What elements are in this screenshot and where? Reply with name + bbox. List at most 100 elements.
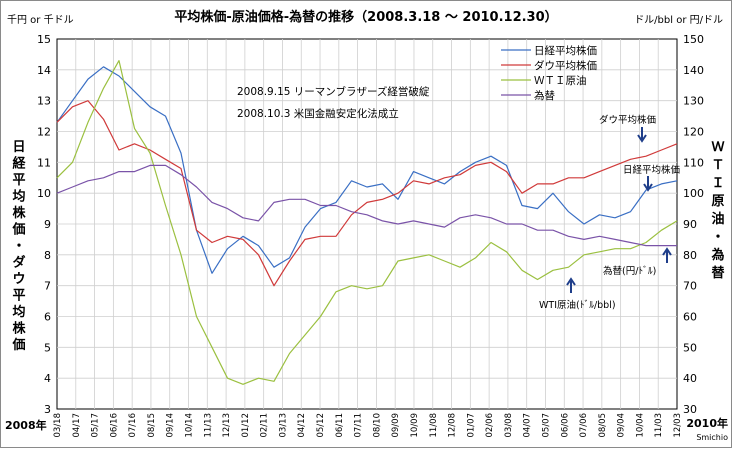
- axis-label-char: 替: [711, 265, 725, 281]
- x-tick-label: 05/07: [541, 413, 551, 438]
- x-tick-label: 06/16: [109, 413, 119, 438]
- x-tick-label: 08/15: [147, 413, 157, 438]
- right-tick-label: 50: [683, 341, 697, 354]
- x-tick-label: 10/14: [185, 413, 195, 438]
- axis-label-char: Ｉ: [711, 176, 724, 191]
- right-tick-label: 100: [683, 187, 704, 200]
- left-tick-label: 9: [44, 218, 51, 231]
- x-tick-label: 03/08: [504, 413, 514, 438]
- left-tick-label: 10: [37, 187, 51, 200]
- x-tick-label: 04/12: [297, 413, 307, 438]
- left-tick-label: 6: [44, 311, 51, 324]
- left-tick-label: 15: [37, 33, 51, 46]
- x-tick-label: 04/07: [523, 413, 533, 438]
- x-tick-label: 07/11: [354, 413, 364, 438]
- annotation-fx: 為替(円/ﾄﾞﾙ): [603, 265, 656, 277]
- x-tick-label: 02/11: [260, 413, 270, 438]
- note-lehman: 2008.9.15 リーマンブラザーズ経営破綻: [237, 85, 430, 98]
- axis-label-char: 原: [711, 194, 724, 209]
- right-tick-label: 150: [683, 33, 704, 46]
- legend-label-nikkei: 日経平均株価: [534, 44, 597, 57]
- axis-label-char: 油: [711, 211, 724, 227]
- x-tick-label: 03/18: [53, 413, 63, 438]
- left-tick-label: 4: [44, 372, 51, 385]
- right-tick-label: 40: [683, 372, 697, 385]
- axis-label-char: 株: [12, 205, 26, 221]
- right-tick-label: 130: [683, 95, 704, 108]
- x-tick-label: 07/16: [128, 413, 138, 438]
- axis-label-char: 経: [12, 156, 26, 172]
- x-tick-label: 08/05: [598, 413, 608, 438]
- x-tick-label: 11/03: [654, 413, 664, 438]
- x-tick-label: 05/12: [316, 413, 326, 438]
- axis-label-char: ・: [12, 239, 25, 254]
- left-tick-label: 7: [44, 280, 51, 293]
- left-tick-label: 13: [37, 95, 51, 108]
- x-axis-ticks: 03/18 04/17 05/17 06/16 07/16 08/15 09/14 10/14…: [53, 413, 683, 438]
- x-end-year: 2010年: [686, 416, 728, 430]
- x-tick-label: 09/09: [391, 413, 401, 438]
- x-tick-label: 03/13: [278, 413, 288, 438]
- axis-label-char: 価: [11, 222, 25, 238]
- x-tick-label: 01/07: [466, 413, 476, 438]
- series-line-0: [56, 66, 678, 274]
- series-line-3: [56, 164, 677, 247]
- left-tick-label: 5: [44, 341, 51, 354]
- x-tick-label: 10/04: [635, 413, 645, 438]
- right-axis-ticks: 30 40 50 60 70 80 90 100 110 120 130 140 150: [683, 33, 704, 416]
- axis-label-char: 日: [12, 140, 25, 155]
- left-axis-label: 日経平均株価・ダウ平均株価: [11, 140, 26, 353]
- legend-label-fx: 為替: [534, 89, 555, 102]
- left-tick-label: 11: [37, 156, 51, 169]
- x-tick-label: 06/11: [335, 413, 345, 438]
- x-tick-label: 12/08: [448, 413, 458, 438]
- series-lines: [56, 59, 678, 385]
- right-tick-label: 70: [683, 280, 697, 293]
- x-tick-label: 02/06: [485, 413, 495, 438]
- right-tick-label: 80: [683, 249, 697, 262]
- arrow-nikkei-icon: [643, 176, 653, 192]
- axis-label-char: 価: [11, 337, 25, 353]
- left-tick-label: 8: [44, 249, 51, 262]
- right-axis-label: ＷＴＩ原油・為替: [711, 140, 725, 281]
- x-tick-label: 07/06: [579, 413, 589, 438]
- axis-label-char: 均: [12, 304, 25, 320]
- left-axis-unit: 千円 or 千ドル: [7, 14, 74, 26]
- right-tick-label: 110: [683, 156, 704, 169]
- axis-label-char: 為: [711, 247, 724, 263]
- left-tick-label: 3: [44, 403, 51, 416]
- annotation-dow: ダウ平均株価: [599, 114, 657, 126]
- annotation-nikkei: 日経平均株価: [623, 164, 681, 176]
- legend: 日経平均株価 ダウ平均株価 ＷＴＩ原油 為替: [501, 44, 597, 102]
- x-tick-label: 09/04: [617, 413, 627, 438]
- axis-label-char: 平: [12, 289, 25, 304]
- x-tick-label: 11/13: [203, 413, 213, 438]
- right-tick-label: 90: [683, 218, 697, 231]
- axis-label-char: Ｔ: [711, 158, 724, 173]
- x-start-year: 2008年: [5, 418, 47, 432]
- arrow-fx-icon: [662, 247, 672, 263]
- x-tick-label: 09/14: [166, 413, 176, 438]
- series-line-1: [56, 100, 678, 287]
- right-tick-label: 60: [683, 311, 697, 324]
- x-tick-label: 05/17: [91, 413, 101, 438]
- axis-label-char: ダ: [12, 255, 25, 271]
- legend-label-wti: ＷＴＩ原油: [534, 74, 587, 87]
- right-axis-unit: ドル/bbl or 円/ドル: [634, 15, 723, 26]
- right-tick-label: 120: [683, 126, 704, 139]
- x-tick-label: 11/08: [429, 413, 439, 438]
- x-tick-label: 12/03: [673, 413, 683, 438]
- x-tick-label: 08/10: [372, 413, 382, 438]
- axis-label-char: ・: [711, 230, 724, 245]
- arrow-wti-icon: [566, 277, 576, 293]
- axis-label-char: 平: [12, 173, 25, 188]
- x-tick-label: 06/06: [560, 413, 570, 438]
- left-tick-label: 12: [37, 126, 51, 139]
- right-tick-label: 30: [683, 403, 697, 416]
- series-line-2: [56, 59, 678, 385]
- x-tick-label: 10/09: [410, 413, 420, 438]
- left-axis-ticks: 3 4 5 6 7 8 9 10 11 12 13 14 15: [37, 33, 51, 416]
- arrow-dow-icon: [637, 127, 647, 143]
